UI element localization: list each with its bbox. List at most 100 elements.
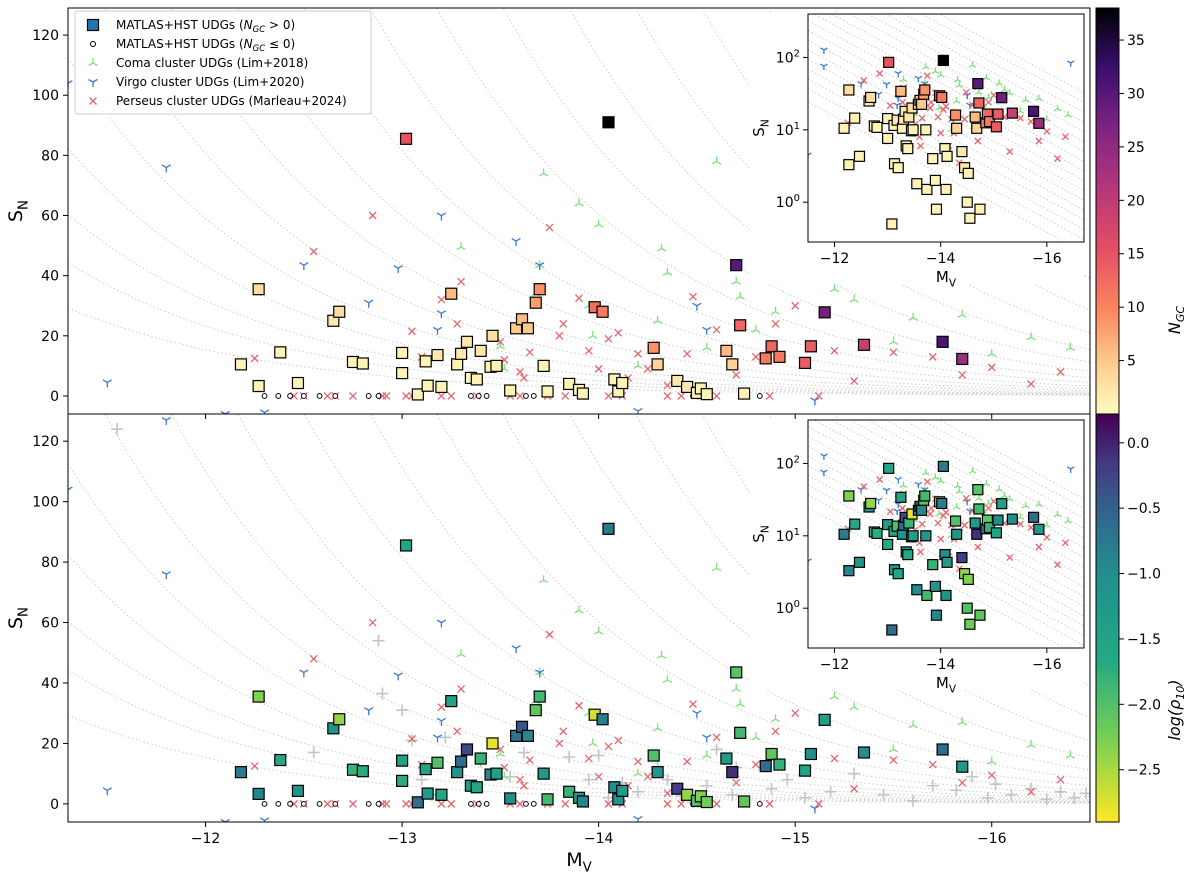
data-points-layer [68,10,1090,822]
inset-matlas-point [996,498,1008,510]
coma-point [849,294,859,303]
inset-perseus-point [1027,524,1035,532]
colorbar-ngc-segment [1096,292,1119,297]
inset-matlas-point [961,602,973,614]
colorbar-ngc-segment [1096,24,1119,29]
colorbar-rho-segment [1096,516,1119,520]
matlas-udg-point [529,296,542,309]
colorbar-rho-segment [1096,743,1119,748]
colorbar-rho-segment [1096,686,1119,690]
colorbar-rho-segment [1096,448,1119,452]
perseus-point [457,277,466,286]
inset-y-label-sub: N [760,525,772,533]
perseus-point [614,328,623,337]
legend-label: MATLAS+HST UDGs (NGC ≤ 0) [116,37,295,54]
matlas-udg-point [419,763,432,776]
perseus-point [634,757,642,766]
colorbar-ngc-segment [1096,376,1119,381]
colorbar-ngc-segment [1096,319,1119,324]
gray-point [824,785,837,798]
matlas-udg-point [936,743,949,756]
colorbar-rho-segment [1096,505,1119,510]
colorbar-rho-segment [1096,699,1119,704]
reference-curve [808,455,1084,607]
inset-y-tick-label: 102 [776,48,800,66]
inset-perseus-point [927,98,935,106]
inset-matlas-point [920,124,932,136]
colorbar-ngc-segment [1096,126,1119,131]
virgo-point [633,407,643,414]
inset-matlas-point [974,609,986,621]
perseus-point [525,348,534,357]
colorbar-ngc-segment [1096,393,1119,398]
colorbar-ngc-segment [1096,55,1119,60]
inset-perseus-point [942,509,950,516]
inset-matlas-point [871,121,883,133]
matlas-udg-point [421,379,434,392]
matlas-udg-point [956,352,969,366]
colorbar-ngc-tick-label: 5 [1127,354,1136,370]
colorbar-ngc-segment [1096,241,1119,246]
gray-point [582,773,595,786]
colorbar-ngc-segment [1096,72,1119,77]
inset-matlas-point [962,167,974,179]
inset-perseus-point [926,104,934,112]
inset-virgo-point [820,63,828,71]
matlas-udg-point [470,373,483,386]
colorbars: 5 10 15 20 25 30 35 NGC 0.0 −0.5 −1.0 −1.5 −2.0 −2.5 l… [1095,7,1187,823]
inset-perseus-point [1006,148,1014,156]
reference-curve [813,420,1084,568]
inset-coma-point [922,468,930,476]
virgo-point [702,734,712,743]
colorbar-rho-segment [1096,767,1119,772]
colorbar-rho-segment [1096,774,1119,779]
bottom-inset-background [750,420,1084,690]
colorbar-rho-segment [1096,641,1119,646]
inset-x-label: MV [936,268,957,290]
perseus-point [368,618,377,627]
y-tick-label: 80 [41,148,59,164]
reference-curve [569,8,1090,363]
colorbar-ngc-segment [1096,48,1119,53]
colorbar-rho-label-sub: 10 [1174,686,1187,700]
gray-point [661,773,674,786]
gray-point [726,788,739,801]
y-tick-label: 40 [41,676,59,692]
matlas-udg-point [651,766,664,779]
y-tick-label: 40 [41,269,59,285]
gray-point [981,791,994,804]
inset-y-tick-base: 10 [776,456,794,472]
matlas-udg-point [396,366,409,380]
matlas-no-gc-point [300,393,307,399]
perseus-point [712,799,721,808]
inset-matlas-point [969,517,981,529]
perseus-point [520,781,528,790]
matlas-udg-point [504,792,517,805]
coma-point [731,276,741,285]
colorbar-rho-segment [1096,601,1119,605]
colorbar-rho-segment [1096,573,1119,578]
coma-point [1065,342,1076,351]
y-tick-label: 120 [32,28,59,44]
inset-perseus-point [923,478,931,486]
matlas-udg-point [291,376,305,390]
coma-point [656,650,667,659]
matlas-udg-point [773,758,786,771]
inset-y-tick-exp: 0 [794,599,800,610]
inset-perseus-point [1061,133,1069,141]
colorbar-rho-segment [1096,556,1119,561]
inset-matlas-point [907,530,919,542]
coma-point [702,750,712,759]
inset-perseus-point [1006,554,1014,562]
matlas-no-gc-point [300,800,307,807]
matlas-udg-point [857,746,871,759]
colorbar-ngc-segment [1096,89,1119,94]
inset-coma-point [1053,510,1062,518]
inset-coma-point [952,97,961,104]
virgo-point [161,571,171,580]
perseus-point [407,327,416,336]
colorbar-rho-tick-label: −2.5 [1127,763,1161,779]
inset-y-tick-exp: 1 [794,527,800,538]
inset-matlas-point [961,196,973,208]
